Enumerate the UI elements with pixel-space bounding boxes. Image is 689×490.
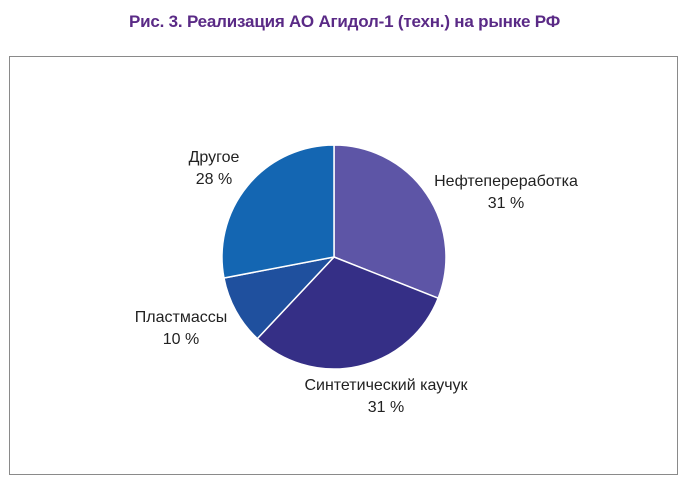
slice-label-4: Другое: [189, 149, 240, 166]
pie-slice-2: [256, 256, 439, 370]
slice-value-label-4: 28 %: [196, 171, 232, 188]
slice-value-label-1: 31 %: [488, 195, 524, 212]
pie-slice-4: [221, 144, 335, 279]
slice-label-2: Синтетический каучук: [304, 377, 468, 394]
slice-value-label-3: 10 %: [163, 331, 199, 348]
slice-label-3: Пластмассы: [135, 309, 227, 326]
chart-title: Рис. 3. Реализация АО Агидол-1 (техн.) н…: [128, 12, 561, 31]
pie-slice-1: [333, 144, 447, 299]
slice-label-1: Нефтепереработка: [434, 173, 578, 190]
slice-value-label-2: 31 %: [368, 399, 404, 416]
